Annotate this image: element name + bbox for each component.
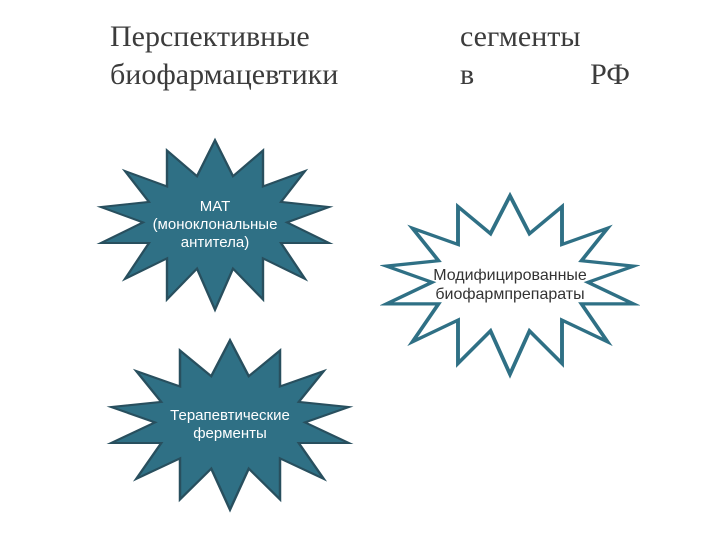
title-left-line1: Перспективные	[110, 18, 338, 56]
title-right-line2b: РФ	[590, 56, 630, 94]
slide-title: Перспективные биофармацевтики сегменты в…	[0, 18, 720, 93]
title-right-line1: сегменты	[460, 18, 630, 56]
burst-enzymes: Терапевтические ферменты	[105, 330, 355, 520]
title-left: Перспективные биофармацевтики	[110, 18, 338, 93]
title-right-line2: в РФ	[460, 56, 630, 94]
burst-modified: Модифицированные биофармпрепараты	[380, 185, 640, 385]
burst-label-enzymes: Терапевтические ферменты	[105, 407, 355, 443]
burst-label-mat: МАТ (моноклональные антитела)	[95, 198, 335, 252]
title-right: сегменты в РФ	[460, 18, 630, 93]
title-right-line2a: в	[460, 56, 474, 94]
burst-label-modified: Модифицированные биофармпрепараты	[376, 266, 644, 304]
title-left-line2: биофармацевтики	[110, 56, 338, 94]
burst-mat: МАТ (моноклональные антитела)	[95, 130, 335, 320]
